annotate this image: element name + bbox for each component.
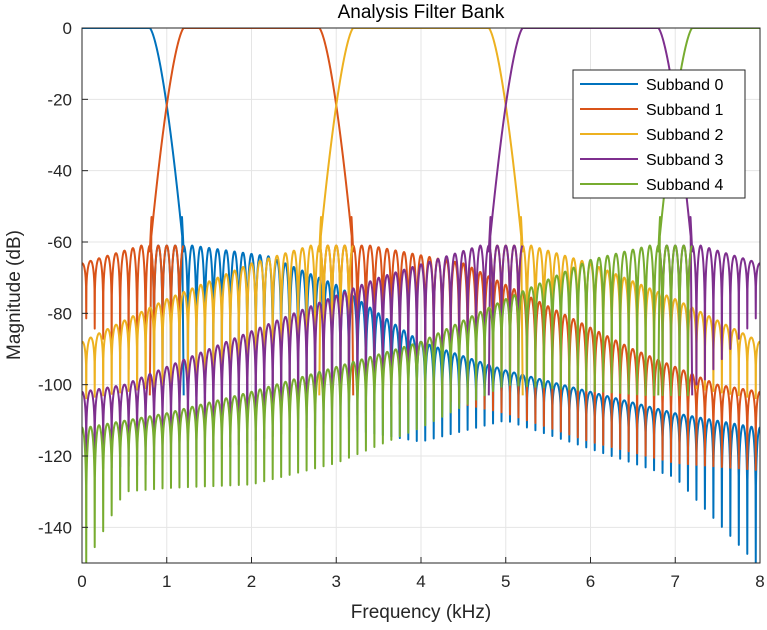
series-transition-line — [318, 28, 354, 396]
legend-label: Subband 1 — [646, 102, 724, 119]
series-transition-line — [487, 28, 524, 396]
x-tick-label: 0 — [77, 572, 86, 591]
series-transition-line — [148, 28, 185, 396]
legend-label: Subband 2 — [646, 127, 724, 144]
legend-label: Subband 0 — [646, 77, 724, 94]
y-tick-label: -20 — [47, 90, 72, 109]
y-tick-label: -80 — [47, 304, 72, 323]
legend: Subband 0 Subband 1 Subband 2 Subband 3 Subb… — [572, 69, 746, 199]
series-transition-line — [318, 28, 355, 396]
chart-title: Analysis Filter Bank — [338, 2, 505, 23]
series-stopband-line — [82, 244, 693, 563]
series-layer — [82, 28, 760, 563]
series-stopband-line — [318, 244, 760, 471]
x-tick-label: 1 — [162, 572, 171, 591]
series-transition-line — [488, 28, 524, 396]
series-2 — [82, 28, 760, 400]
x-tick-label: 7 — [671, 572, 680, 591]
y-tick-label: -60 — [47, 233, 72, 252]
series-1 — [82, 28, 760, 471]
ticks: 0 1 2 3 4 5 6 7 8 0 -20 -40 -60 -80 -100 -120 -140 — [38, 19, 765, 591]
legend-label: Subband 4 — [646, 177, 724, 194]
x-tick-label: 4 — [416, 572, 425, 591]
x-tick-label: 8 — [755, 572, 764, 591]
x-tick-label: 2 — [247, 572, 256, 591]
legend-label: Subband 3 — [646, 152, 724, 169]
series-stopband-line — [82, 244, 354, 400]
y-tick-label: -120 — [38, 447, 72, 466]
x-tick-label: 6 — [586, 572, 595, 591]
x-tick-label: 3 — [332, 572, 341, 591]
series-transition-line — [149, 28, 185, 396]
y-tick-label: -40 — [47, 162, 72, 181]
x-tick-label: 5 — [501, 572, 510, 591]
series-stopband-line — [149, 244, 760, 563]
series-stopband-line — [488, 244, 760, 400]
series-0 — [82, 28, 760, 563]
x-axis-label: Frequency (kHz) — [351, 602, 491, 623]
y-axis-label: Magnitude (dB) — [4, 230, 25, 360]
y-tick-label: -100 — [38, 376, 72, 395]
y-tick-label: 0 — [63, 19, 72, 38]
series-stopband-line — [82, 244, 185, 386]
y-tick-label: -140 — [38, 518, 72, 537]
series-stopband-line — [82, 244, 524, 471]
